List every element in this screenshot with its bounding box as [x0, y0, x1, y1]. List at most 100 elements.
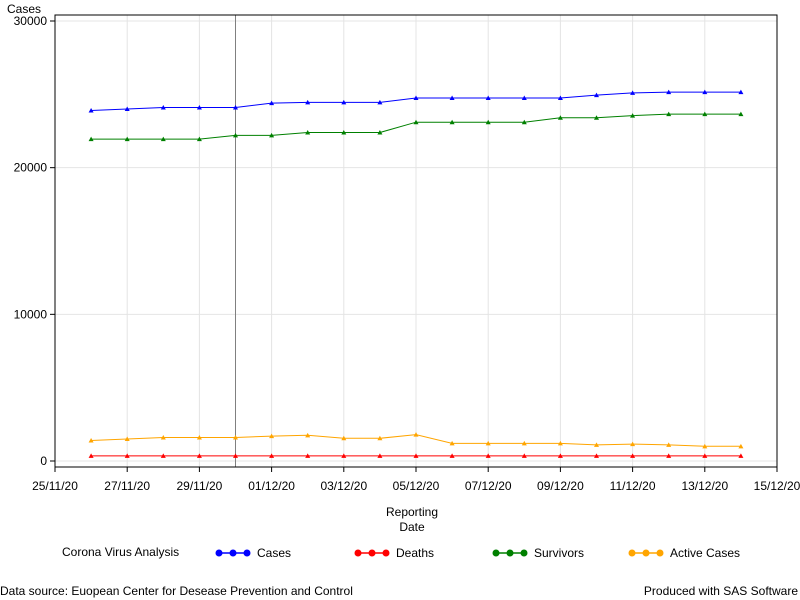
data-point-cases [630, 90, 636, 95]
data-point-survivors [485, 119, 491, 125]
data-point-survivors [88, 136, 94, 142]
data-point-deaths [485, 453, 491, 458]
data-point-cases [269, 100, 275, 106]
x-tick-label: 01/12/20 [248, 479, 295, 493]
data-point-cases [449, 95, 455, 100]
data-point-cases [594, 92, 599, 98]
data-point-survivors [160, 136, 166, 142]
legend-item-active-cases: Active Cases [628, 545, 740, 561]
x-axis: 25/11/20 27/11/20 29/11/20 01/12/20 03/12/20… [32, 467, 800, 493]
data-point-survivors [269, 132, 275, 138]
legend-swatch-cases [215, 549, 251, 557]
x-tick-label: 09/12/20 [537, 479, 584, 493]
data-point-survivors [666, 111, 672, 117]
data-point-active-cases [305, 432, 311, 438]
footer-produced-with: Produced with SAS Software [643, 584, 798, 598]
series-cases [88, 89, 744, 113]
data-point-active-cases [738, 443, 744, 449]
data-point-cases [666, 89, 672, 95]
data-point-survivors [702, 111, 708, 117]
data-point-deaths [666, 453, 672, 458]
data-point-survivors [377, 129, 383, 135]
data-point-active-cases [666, 442, 672, 447]
x-axis-label-line-1: Reporting [386, 505, 438, 519]
legend-title: Corona Virus Analysis [62, 545, 180, 559]
x-tick-label: 03/12/20 [320, 479, 367, 493]
data-point-deaths [233, 453, 238, 458]
x-tick-label: 07/12/20 [465, 479, 512, 493]
data-point-survivors [630, 113, 636, 118]
data-point-active-cases [88, 437, 94, 443]
data-point-deaths [630, 453, 636, 458]
data-point-active-cases [377, 435, 383, 441]
data-point-cases [557, 95, 563, 100]
data-point-deaths [594, 453, 599, 458]
data-point-survivors [341, 129, 347, 135]
data-point-cases [521, 95, 527, 100]
x-tick-label: 05/12/20 [393, 479, 440, 493]
legend-item-survivors: Survivors [492, 545, 584, 561]
data-point-deaths [449, 453, 455, 458]
data-point-active-cases [124, 436, 130, 441]
data-point-survivors [594, 115, 599, 120]
data-point-deaths [160, 453, 166, 458]
data-point-survivors [521, 119, 527, 125]
legend-swatch-active-cases [628, 549, 664, 557]
y-axis-label: Cases [7, 2, 41, 16]
data-point-deaths [196, 453, 202, 458]
series-survivors [88, 111, 744, 142]
series-deaths [88, 453, 744, 458]
data-point-active-cases [449, 440, 455, 446]
data-point-active-cases [702, 443, 708, 449]
y-tick-label: 0 [40, 454, 47, 468]
data-point-survivors [738, 111, 744, 117]
y-tick-label: 30000 [14, 14, 48, 28]
data-point-survivors [305, 129, 311, 135]
data-point-active-cases [160, 435, 166, 440]
legend-label: Survivors [534, 545, 585, 560]
data-point-deaths [377, 453, 383, 458]
data-point-cases [377, 99, 383, 105]
data-point-cases [305, 99, 311, 105]
data-point-deaths [269, 453, 275, 458]
legend: Corona Virus Analysis Cases Deaths Survivo… [0, 545, 800, 561]
data-point-active-cases [233, 435, 238, 440]
x-tick-label: 15/12/20 [754, 479, 800, 493]
data-point-survivors [413, 119, 419, 125]
data-point-survivors [196, 136, 202, 142]
legend-label: Deaths [396, 545, 435, 560]
data-point-active-cases [341, 435, 347, 441]
data-point-active-cases [196, 435, 202, 440]
series-layer [88, 89, 744, 458]
data-point-survivors [557, 115, 563, 120]
data-point-deaths [702, 453, 708, 458]
data-point-active-cases [413, 432, 419, 437]
data-point-cases [124, 106, 130, 111]
y-tick-label: 10000 [14, 307, 48, 321]
data-point-survivors [233, 132, 238, 138]
legend-label: Cases [257, 545, 292, 560]
legend-swatch-deaths [354, 549, 390, 557]
x-tick-label: 11/12/20 [610, 479, 656, 493]
data-point-cases [738, 89, 744, 95]
data-point-cases [233, 105, 238, 110]
y-axis: 0 10000 20000 30000 [14, 14, 55, 468]
data-point-active-cases [630, 441, 636, 447]
legend-swatch-survivors [492, 549, 528, 557]
data-point-survivors [449, 119, 455, 125]
x-tick-label: 27/11/20 [104, 479, 150, 493]
data-point-deaths [738, 453, 744, 458]
data-point-active-cases [521, 440, 527, 446]
data-point-active-cases [269, 433, 275, 439]
data-point-survivors [124, 136, 130, 142]
x-tick-label: 13/12/20 [681, 479, 728, 493]
data-point-cases [413, 95, 419, 100]
data-point-deaths [305, 453, 311, 458]
grid-lines [54, 15, 778, 467]
data-point-cases [485, 95, 491, 100]
legend-item-deaths: Deaths [354, 545, 434, 561]
data-point-deaths [88, 453, 94, 458]
data-point-cases [160, 105, 166, 110]
data-point-deaths [413, 453, 419, 458]
